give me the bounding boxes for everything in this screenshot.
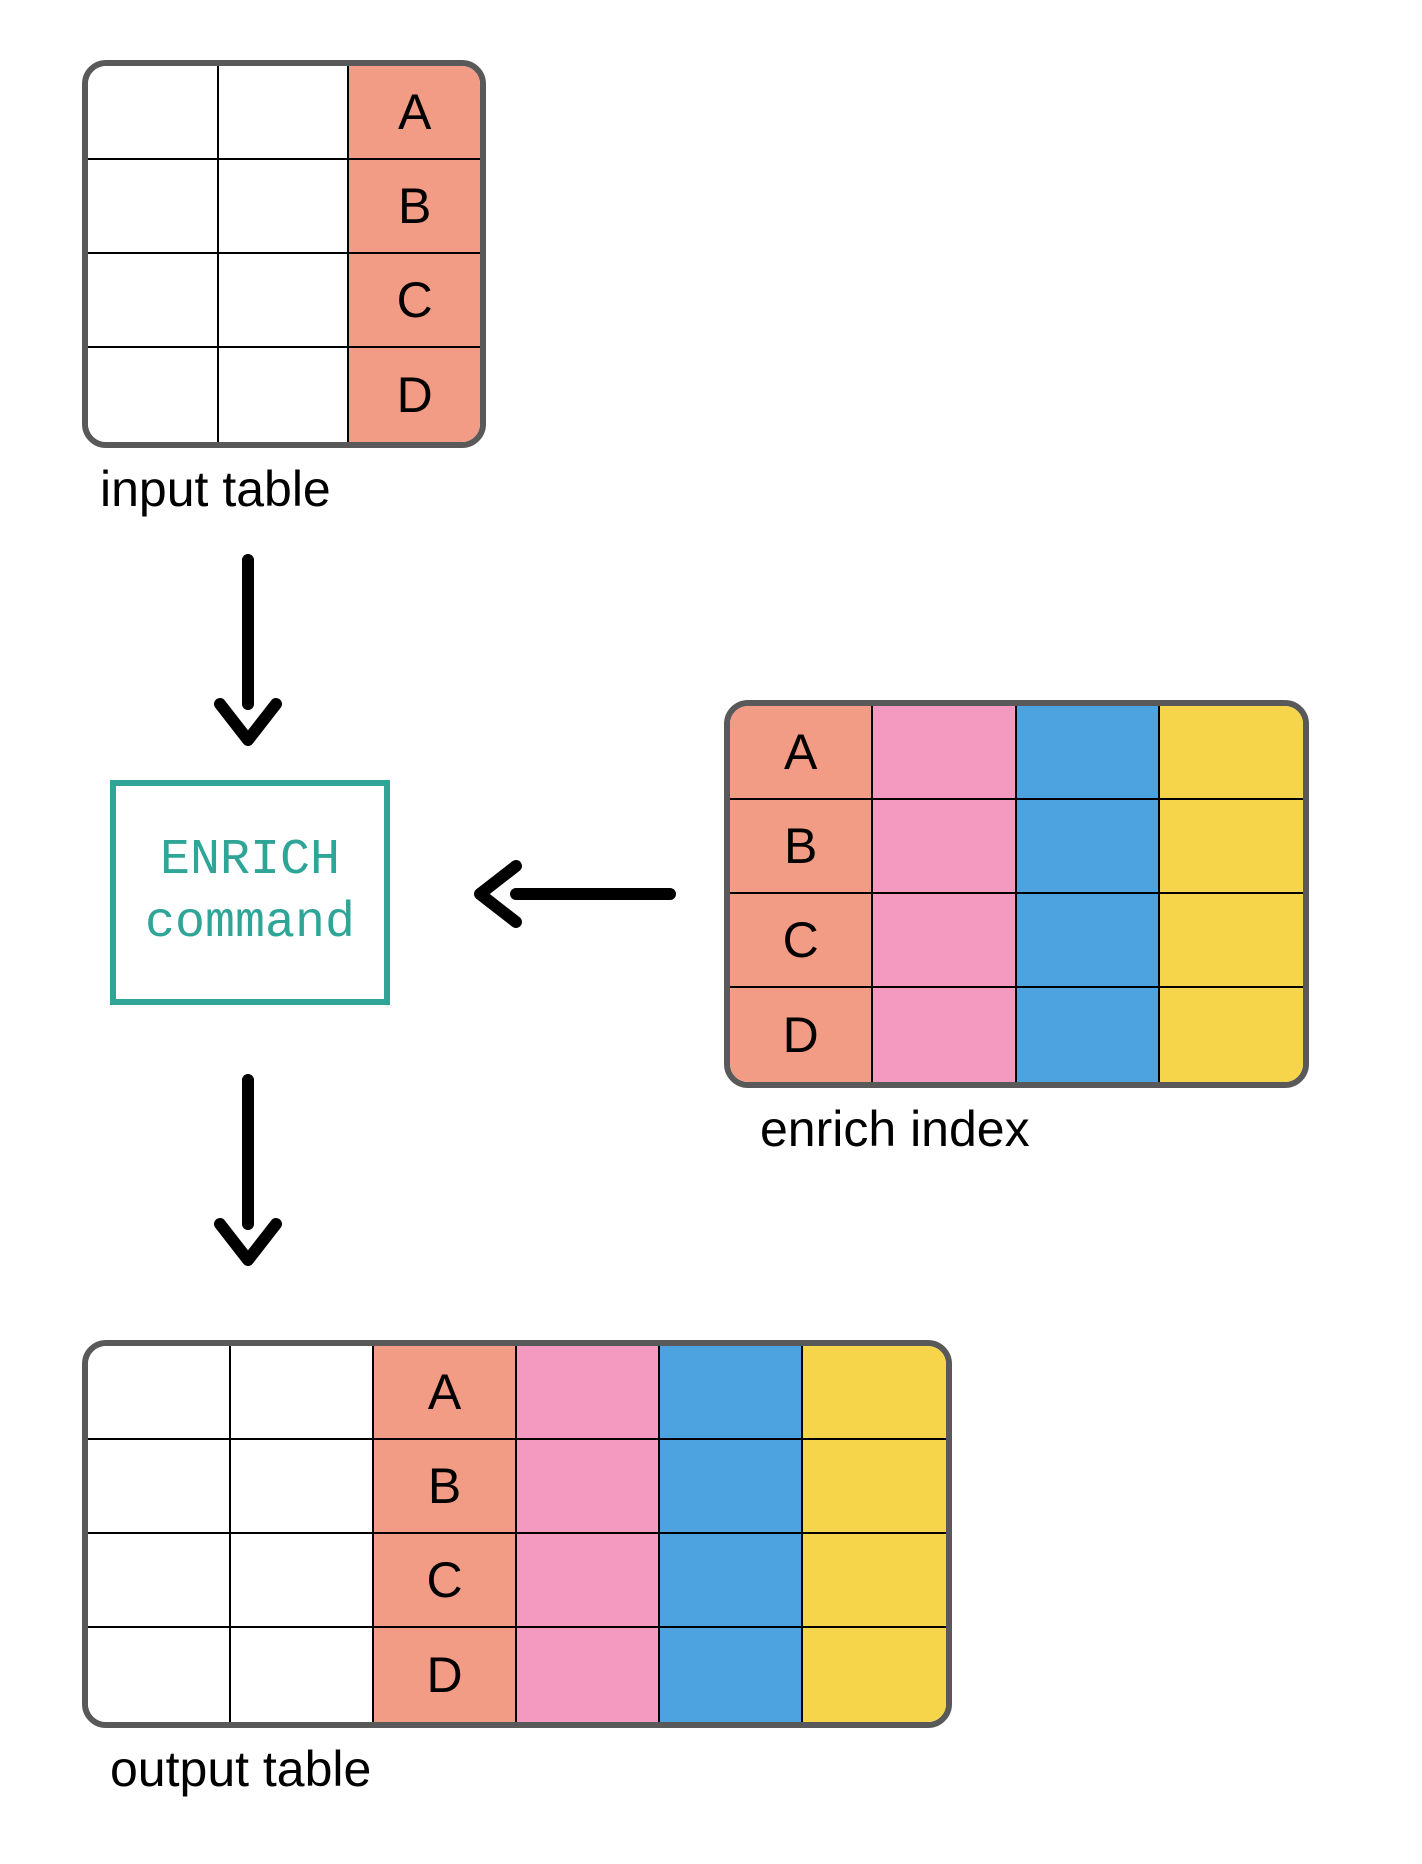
input-table-grid: ABCD	[88, 66, 480, 442]
table-cell: B	[374, 1440, 517, 1534]
table-cell	[1017, 706, 1160, 800]
command-line-2: command	[145, 893, 355, 956]
table-cell: D	[730, 988, 873, 1082]
arrow-down-icon	[210, 550, 286, 750]
table-cell	[803, 1346, 946, 1440]
input-table: ABCD	[82, 60, 486, 448]
table-cell: D	[349, 348, 480, 442]
table-cell	[88, 160, 219, 254]
table-cell	[88, 66, 219, 160]
table-cell	[1160, 706, 1303, 800]
table-cell: C	[374, 1534, 517, 1628]
table-cell	[1160, 894, 1303, 988]
output-table-label: output table	[110, 1740, 371, 1798]
table-cell	[517, 1346, 660, 1440]
table-cell: D	[374, 1628, 517, 1722]
table-cell	[873, 706, 1016, 800]
table-cell	[660, 1346, 803, 1440]
table-cell	[803, 1534, 946, 1628]
output-table-grid: ABCD	[88, 1346, 946, 1722]
table-cell	[231, 1346, 374, 1440]
table-cell	[88, 1346, 231, 1440]
enrich-index-grid: ABCD	[730, 706, 1303, 1082]
table-cell	[1160, 800, 1303, 894]
table-cell	[88, 1440, 231, 1534]
arrow-left-icon	[470, 856, 680, 932]
table-cell	[660, 1628, 803, 1722]
table-cell: A	[349, 66, 480, 160]
enrich-command-box: ENRICH command	[110, 780, 390, 1005]
table-cell	[231, 1440, 374, 1534]
table-cell	[1017, 894, 1160, 988]
table-cell	[660, 1440, 803, 1534]
table-cell	[873, 988, 1016, 1082]
table-cell: C	[349, 254, 480, 348]
output-table: ABCD	[82, 1340, 952, 1728]
table-cell	[873, 800, 1016, 894]
table-cell: A	[374, 1346, 517, 1440]
table-cell	[231, 1628, 374, 1722]
table-cell	[88, 348, 219, 442]
arrow-down-icon	[210, 1070, 286, 1270]
table-cell	[517, 1534, 660, 1628]
table-cell	[1017, 800, 1160, 894]
table-cell	[803, 1628, 946, 1722]
table-cell	[517, 1628, 660, 1722]
table-cell: B	[730, 800, 873, 894]
table-cell	[88, 1628, 231, 1722]
enrich-index-label: enrich index	[760, 1100, 1030, 1158]
table-cell	[219, 348, 350, 442]
table-cell	[231, 1534, 374, 1628]
table-cell: A	[730, 706, 873, 800]
table-cell	[219, 66, 350, 160]
table-cell: B	[349, 160, 480, 254]
table-cell	[219, 160, 350, 254]
command-line-1: ENRICH	[160, 830, 340, 893]
table-cell	[803, 1440, 946, 1534]
table-cell	[517, 1440, 660, 1534]
table-cell: C	[730, 894, 873, 988]
table-cell	[88, 254, 219, 348]
table-cell	[1160, 988, 1303, 1082]
table-cell	[660, 1534, 803, 1628]
table-cell	[219, 254, 350, 348]
table-cell	[873, 894, 1016, 988]
enrich-index-table: ABCD	[724, 700, 1309, 1088]
table-cell	[88, 1534, 231, 1628]
table-cell	[1017, 988, 1160, 1082]
input-table-label: input table	[100, 460, 331, 518]
